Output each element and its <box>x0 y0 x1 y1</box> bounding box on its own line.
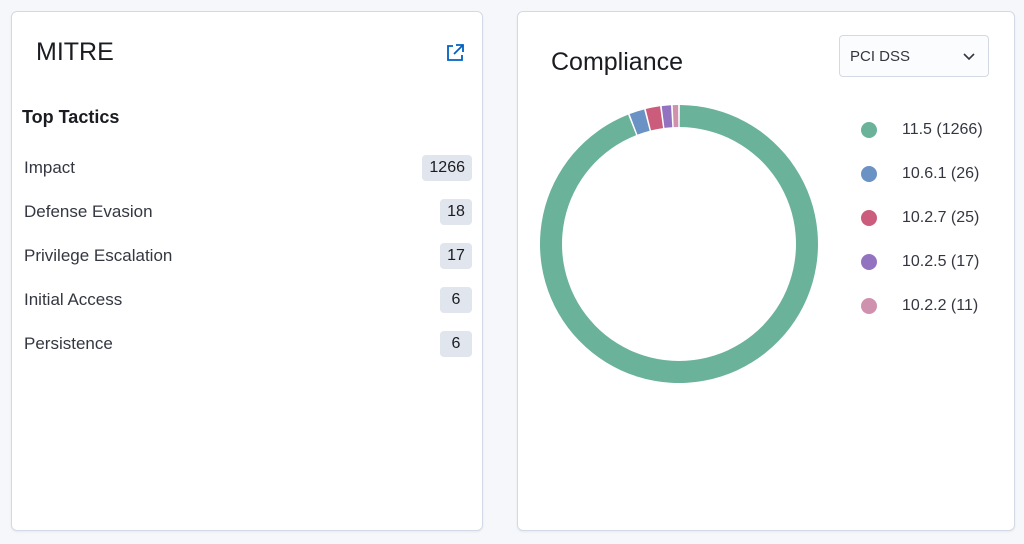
legend-label: 10.2.2 (11) <box>902 297 979 314</box>
donut-slice-11-5[interactable] <box>540 105 818 383</box>
tactic-row-privilege-escalation[interactable]: Privilege Escalation 17 <box>24 234 472 278</box>
top-tactics-heading: Top Tactics <box>22 107 120 127</box>
tactic-count-badge: 17 <box>440 243 472 269</box>
tactic-label: Defense Evasion <box>24 202 153 221</box>
legend-item[interactable]: 10.6.1 (26) <box>861 152 983 196</box>
chevron-down-icon <box>963 53 975 61</box>
tactic-count-badge: 6 <box>440 331 472 357</box>
legend-swatch <box>861 122 877 138</box>
donut-slice-10-2-7[interactable] <box>645 106 664 131</box>
legend-swatch <box>861 166 877 182</box>
legend-label: 10.2.7 (25) <box>902 209 980 226</box>
legend-swatch <box>861 254 877 270</box>
legend-swatch <box>861 298 877 314</box>
select-value: PCI DSS <box>850 47 911 65</box>
chart-legend: 11.5 (1266) 10.6.1 (26) 10.2.7 (25) 10.2… <box>861 108 983 328</box>
compliance-donut-chart <box>540 105 818 383</box>
legend-swatch <box>861 210 877 226</box>
legend-label: 11.5 (1266) <box>902 121 983 138</box>
tactic-row-persistence[interactable]: Persistence 6 <box>24 322 472 366</box>
legend-item[interactable]: 10.2.2 (11) <box>861 284 983 328</box>
external-link-icon[interactable] <box>444 42 466 64</box>
donut-slice-10-2-5[interactable] <box>661 105 673 128</box>
donut-slice-10-6-1[interactable] <box>629 109 650 135</box>
tactic-row-initial-access[interactable]: Initial Access 6 <box>24 278 472 322</box>
tactic-count-badge: 18 <box>440 199 472 225</box>
tactic-label: Initial Access <box>24 290 123 309</box>
donut-slice-10-2-2[interactable] <box>672 105 679 128</box>
legend-label: 10.2.5 (17) <box>902 253 980 270</box>
tactic-label: Impact <box>24 158 76 177</box>
mitre-panel: MITRE Top Tactics Impact 1266 Defense Ev… <box>11 11 483 531</box>
tactic-row-defense-evasion[interactable]: Defense Evasion 18 <box>24 190 472 234</box>
legend-item[interactable]: 10.2.5 (17) <box>861 240 983 284</box>
tactic-count-badge: 1266 <box>422 155 472 181</box>
compliance-standard-select[interactable]: PCI DSS <box>839 35 989 77</box>
mitre-title: MITRE <box>36 38 114 66</box>
tactics-list: Impact 1266 Defense Evasion 18 Privilege… <box>24 146 472 366</box>
tactic-count-badge: 6 <box>440 287 472 313</box>
tactic-label: Persistence <box>24 334 113 353</box>
legend-item[interactable]: 11.5 (1266) <box>861 108 983 152</box>
compliance-panel: Compliance PCI DSS 11.5 (1266) 10.6.1 (2… <box>517 11 1015 531</box>
tactic-label: Privilege Escalation <box>24 246 173 265</box>
compliance-title: Compliance <box>551 48 684 76</box>
tactic-row-impact[interactable]: Impact 1266 <box>24 146 472 190</box>
legend-item[interactable]: 10.2.7 (25) <box>861 196 983 240</box>
legend-label: 10.6.1 (26) <box>902 165 980 182</box>
